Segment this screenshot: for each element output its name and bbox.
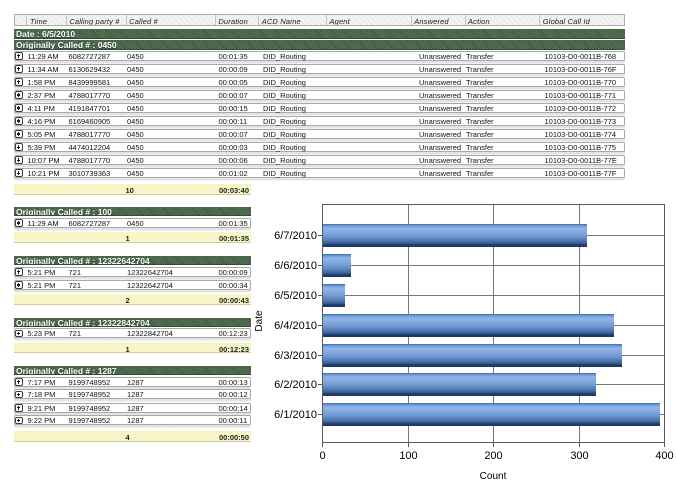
svg-text:300: 300 (570, 450, 588, 462)
svg-text:6/3/2010: 6/3/2010 (274, 350, 317, 362)
svg-text:100: 100 (399, 450, 417, 462)
svg-text:6/7/2010: 6/7/2010 (274, 230, 317, 242)
svg-text:200: 200 (484, 450, 502, 462)
svg-text:0: 0 (319, 450, 325, 462)
svg-text:6/4/2010: 6/4/2010 (274, 320, 317, 332)
svg-text:6/1/2010: 6/1/2010 (274, 409, 317, 421)
svg-text:400: 400 (655, 450, 673, 462)
svg-text:6/2/2010: 6/2/2010 (274, 379, 317, 391)
svg-text:6/6/2010: 6/6/2010 (274, 260, 317, 272)
svg-text:6/5/2010: 6/5/2010 (274, 290, 317, 302)
svg-text:Count: Count (480, 471, 507, 482)
svg-text:Date: Date (254, 310, 265, 332)
